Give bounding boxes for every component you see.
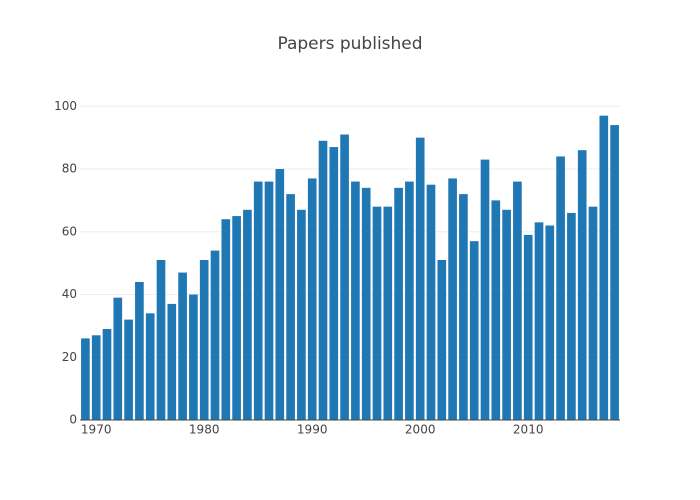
y-tick-label: 80 bbox=[62, 162, 77, 176]
bar bbox=[448, 178, 457, 420]
bar bbox=[135, 281, 144, 420]
y-tick-label: 20 bbox=[62, 350, 77, 364]
bar bbox=[297, 209, 306, 420]
bar bbox=[329, 147, 339, 420]
chart-title: Papers published bbox=[277, 34, 422, 54]
bar bbox=[91, 335, 101, 420]
bar bbox=[480, 159, 490, 420]
bar bbox=[318, 140, 328, 421]
x-tick-label: 2000 bbox=[405, 423, 436, 437]
x-tick-label: 1980 bbox=[189, 423, 220, 437]
bar bbox=[545, 225, 555, 420]
bar bbox=[264, 181, 274, 420]
bar bbox=[577, 150, 587, 420]
y-tick-label: 100 bbox=[54, 99, 77, 113]
bar bbox=[232, 216, 241, 420]
x-tick-label: 1970 bbox=[81, 423, 112, 437]
bar bbox=[340, 134, 349, 420]
bar bbox=[178, 272, 187, 420]
bar bbox=[383, 206, 393, 420]
bar bbox=[426, 184, 436, 420]
bar bbox=[588, 206, 598, 420]
y-tick-label: 0 bbox=[69, 413, 77, 427]
bar bbox=[394, 187, 403, 420]
bar bbox=[124, 319, 133, 420]
bar bbox=[210, 250, 220, 420]
bar bbox=[81, 338, 90, 420]
bar bbox=[167, 303, 177, 420]
bar bbox=[513, 181, 522, 420]
bar bbox=[145, 313, 155, 420]
bar bbox=[221, 219, 231, 420]
bar bbox=[156, 260, 166, 420]
bar bbox=[534, 222, 544, 420]
bar bbox=[437, 260, 447, 420]
bar bbox=[491, 200, 501, 420]
bar bbox=[307, 178, 317, 420]
bar bbox=[243, 209, 252, 420]
y-tick-label: 40 bbox=[62, 287, 77, 301]
bar bbox=[523, 234, 533, 420]
bar bbox=[372, 206, 382, 420]
bar bbox=[469, 241, 479, 420]
bar bbox=[405, 181, 414, 420]
bar bbox=[113, 297, 123, 420]
bar bbox=[459, 194, 468, 420]
x-tick-label: 2010 bbox=[513, 423, 544, 437]
bar bbox=[567, 212, 576, 420]
bar bbox=[199, 260, 209, 420]
bar bbox=[102, 329, 112, 420]
y-tick-label: 60 bbox=[62, 224, 77, 238]
bar bbox=[286, 194, 295, 420]
bar bbox=[189, 294, 198, 420]
bar bbox=[502, 209, 511, 420]
bar bbox=[351, 181, 360, 420]
bar bbox=[610, 125, 619, 421]
x-tick-label: 1990 bbox=[297, 423, 328, 437]
bar bbox=[599, 115, 609, 420]
bar bbox=[253, 181, 263, 420]
bar bbox=[275, 169, 285, 420]
bar bbox=[556, 156, 565, 420]
bar bbox=[361, 187, 371, 420]
bar bbox=[415, 137, 425, 420]
